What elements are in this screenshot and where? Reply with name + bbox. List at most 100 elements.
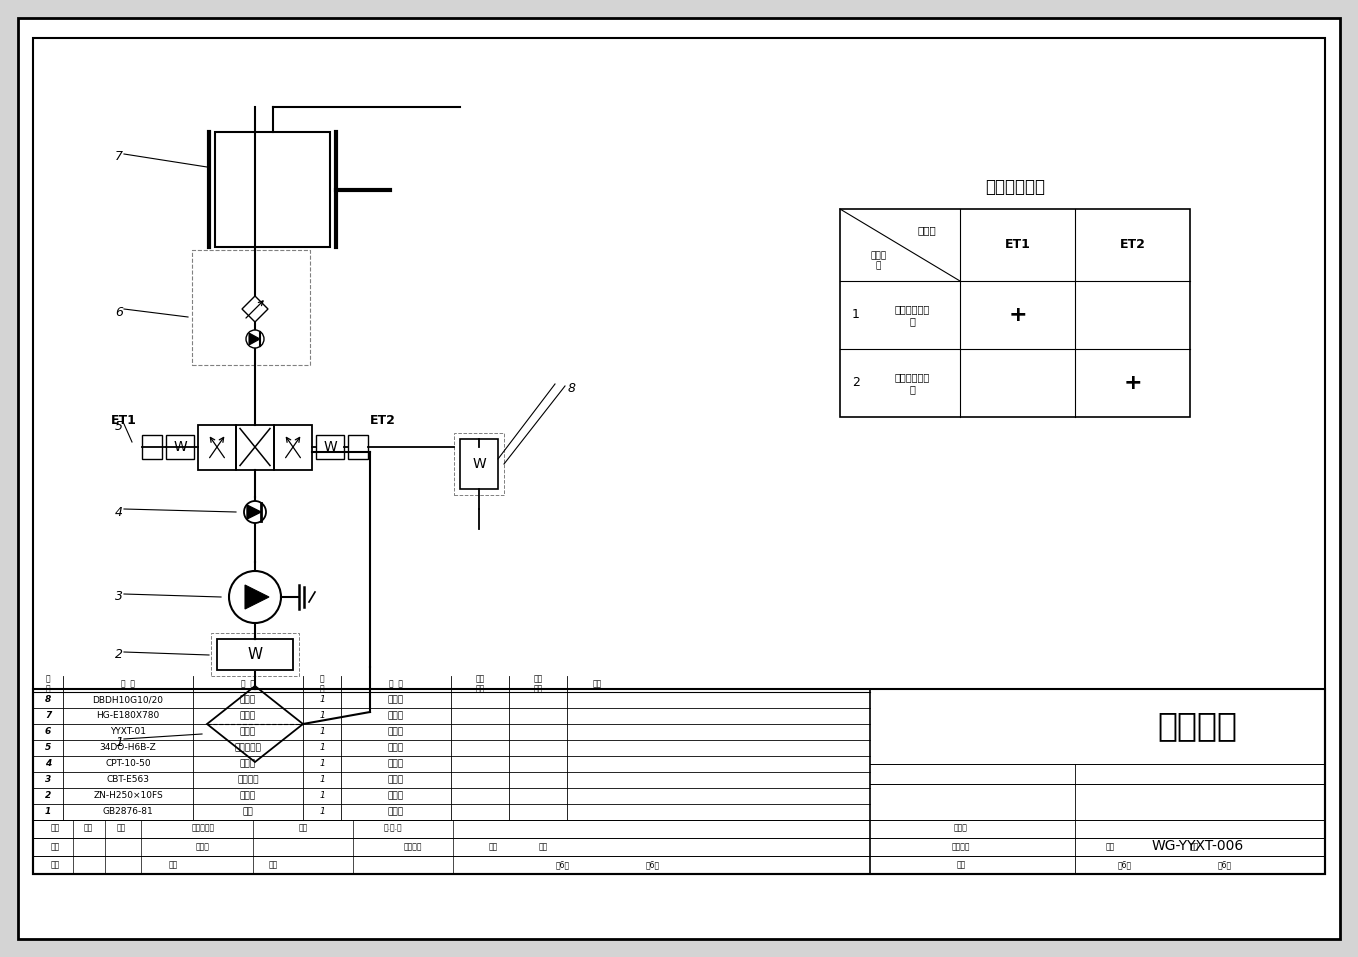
Text: 更改文件号: 更改文件号 — [191, 824, 215, 833]
Bar — [217, 639, 293, 670]
Text: 5: 5 — [115, 420, 124, 434]
Text: 工艺: 工艺 — [168, 860, 178, 870]
Text: 1: 1 — [45, 808, 52, 816]
Text: 材  料: 材 料 — [388, 679, 403, 688]
Text: 电磁阀动作表: 电磁阀动作表 — [985, 178, 1046, 196]
Text: 比例: 比例 — [538, 842, 547, 852]
Text: 4: 4 — [115, 505, 124, 519]
Text: 标准件: 标准件 — [388, 711, 405, 721]
Text: 阶段标记: 阶段标记 — [952, 842, 970, 852]
Text: 重量: 重量 — [489, 842, 497, 852]
Text: 标准件: 标准件 — [388, 775, 405, 785]
Text: 名  称: 名 称 — [240, 679, 255, 688]
Text: 溢流阀: 溢流阀 — [240, 696, 257, 704]
Text: 2: 2 — [115, 649, 124, 661]
Text: 总计
重量: 总计 重量 — [534, 675, 543, 694]
Text: 液压油泵: 液压油泵 — [238, 775, 259, 785]
Text: 举升液压缸伸
长: 举升液压缸伸 长 — [895, 304, 930, 325]
Text: ET2: ET2 — [1119, 238, 1145, 252]
Text: 单向阀: 单向阀 — [240, 760, 257, 768]
Bar — [274, 425, 312, 470]
Text: +: + — [1008, 305, 1027, 325]
Bar — [191, 250, 310, 365]
Text: 1: 1 — [319, 791, 325, 800]
Text: 7: 7 — [45, 711, 52, 721]
Bar — [348, 435, 368, 459]
Text: 标准件: 标准件 — [388, 808, 405, 816]
Text: 批准: 批准 — [269, 860, 277, 870]
Text: 举升液压缸回
缩: 举升液压缸回 缩 — [895, 372, 930, 393]
Text: 1: 1 — [319, 711, 325, 721]
Bar — [316, 435, 344, 459]
Text: 第6张: 第6张 — [646, 860, 660, 870]
Text: 标准件: 标准件 — [388, 760, 405, 768]
Text: 备注: 备注 — [592, 679, 602, 688]
Text: 液压缸: 液压缸 — [240, 711, 257, 721]
Text: 3: 3 — [115, 590, 124, 604]
Text: 标准件: 标准件 — [388, 744, 405, 752]
Bar — [215, 132, 330, 247]
Text: W: W — [323, 440, 337, 454]
Text: 过滤器: 过滤器 — [240, 791, 257, 800]
Text: 1: 1 — [319, 808, 325, 816]
Text: 4: 4 — [45, 760, 52, 768]
Bar — [33, 38, 1325, 874]
Text: 液压系统: 液压系统 — [1157, 709, 1237, 743]
Bar — [454, 433, 504, 495]
Bar — [33, 689, 1325, 874]
Text: 处数: 处数 — [83, 824, 92, 833]
Text: 设计: 设计 — [50, 842, 60, 852]
Bar — [236, 425, 274, 470]
Text: +: + — [1123, 373, 1142, 393]
Text: 标准化: 标准化 — [196, 842, 210, 852]
Text: 7: 7 — [115, 150, 124, 164]
Text: 第6张: 第6张 — [1218, 860, 1232, 870]
Text: ZN-H250×10FS: ZN-H250×10FS — [94, 791, 163, 800]
Text: 8: 8 — [568, 383, 576, 395]
Text: 重量: 重量 — [1105, 842, 1115, 852]
Text: 2: 2 — [851, 376, 860, 389]
Text: 共6张: 共6张 — [555, 860, 570, 870]
Text: CPT-10-50: CPT-10-50 — [105, 760, 151, 768]
Bar — [210, 633, 299, 676]
Text: 阶段标记: 阶段标记 — [403, 842, 422, 852]
Text: HG-E180X780: HG-E180X780 — [96, 711, 160, 721]
Text: 1: 1 — [115, 736, 124, 748]
Polygon shape — [249, 333, 259, 345]
Polygon shape — [244, 585, 269, 609]
Text: 2: 2 — [45, 791, 52, 800]
Text: 标记: 标记 — [50, 824, 60, 833]
Text: 年.月.日: 年.月.日 — [384, 824, 402, 833]
Text: 8: 8 — [45, 696, 52, 704]
Text: 三位四通阀: 三位四通阀 — [235, 744, 262, 752]
Text: 标准件: 标准件 — [388, 791, 405, 800]
Polygon shape — [247, 505, 261, 519]
Text: 标准件: 标准件 — [388, 696, 405, 704]
Text: 序
号: 序 号 — [46, 675, 50, 694]
Text: ET2: ET2 — [369, 414, 397, 428]
Text: 1: 1 — [319, 744, 325, 752]
Text: 批准: 批准 — [956, 860, 966, 870]
Text: 1: 1 — [319, 760, 325, 768]
Text: 审核: 审核 — [50, 860, 60, 870]
Bar — [198, 425, 236, 470]
Text: GB2876-81: GB2876-81 — [103, 808, 153, 816]
Text: 1: 1 — [851, 308, 860, 322]
Text: 油箱: 油箱 — [243, 808, 254, 816]
Text: 控制顺
序: 控制顺 序 — [870, 251, 887, 271]
Text: 执行器: 执行器 — [917, 226, 936, 235]
Text: 签名: 签名 — [299, 824, 308, 833]
Text: 3: 3 — [45, 775, 52, 785]
Text: 调速阀: 调速阀 — [240, 727, 257, 737]
Text: 5: 5 — [45, 744, 52, 752]
Text: ET1: ET1 — [1005, 238, 1031, 252]
Text: W: W — [247, 647, 262, 662]
Bar — [460, 439, 498, 489]
Text: 1: 1 — [319, 775, 325, 785]
Text: 6: 6 — [45, 727, 52, 737]
Text: 共6张: 共6张 — [1118, 860, 1131, 870]
Text: WG-YYXT-006: WG-YYXT-006 — [1152, 839, 1244, 853]
Bar — [166, 435, 194, 459]
Text: 比例: 比例 — [1190, 842, 1199, 852]
Text: 6: 6 — [115, 305, 124, 319]
